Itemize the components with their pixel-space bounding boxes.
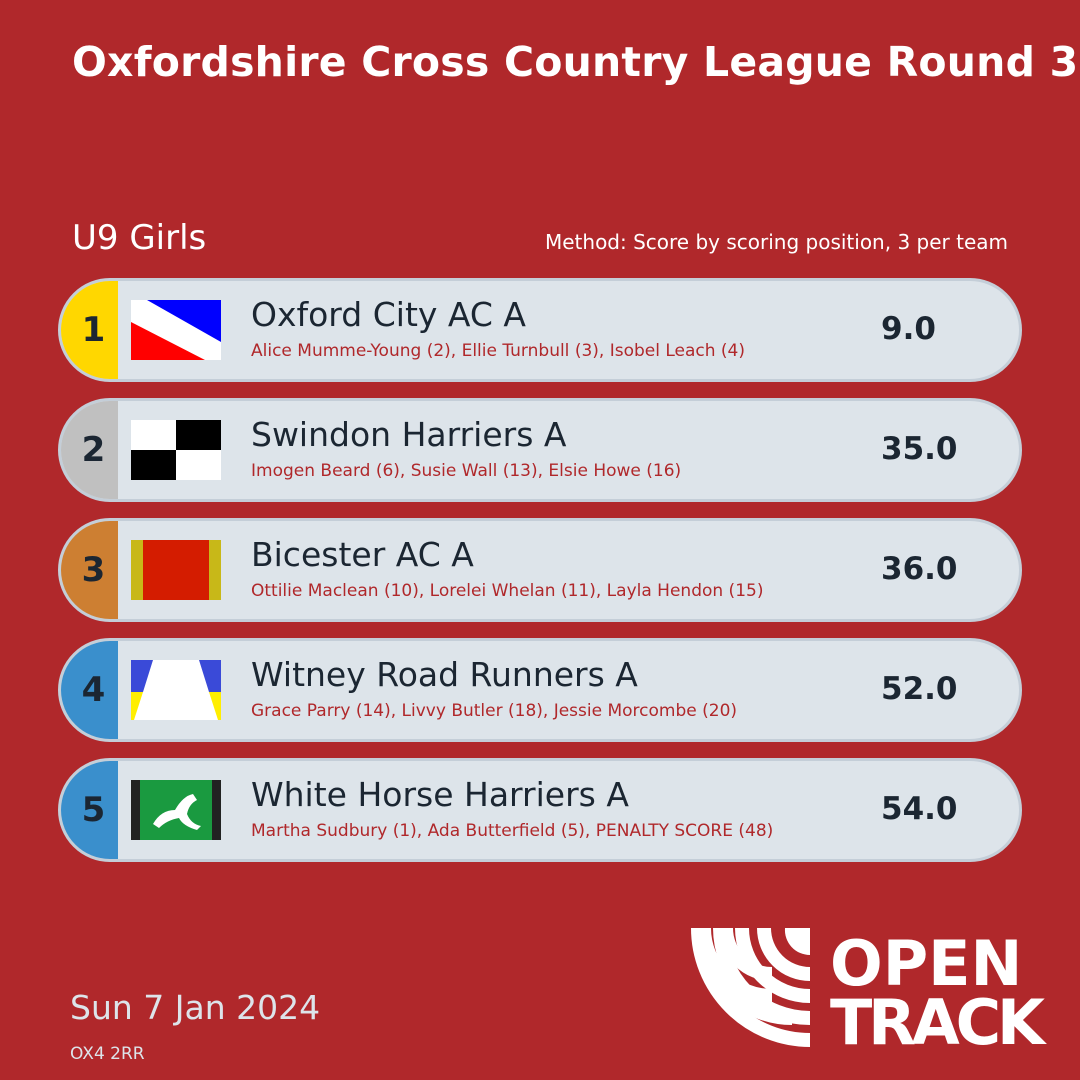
- scoring-method: Method: Score by scoring position, 3 per…: [544, 230, 1008, 254]
- position-badge: 3: [61, 521, 118, 619]
- team-name: Witney Road Runners A: [251, 655, 638, 694]
- position-badge: 1: [61, 281, 118, 379]
- team-score: 52.0: [881, 671, 958, 707]
- team-scorers: Imogen Beard (6), Susie Wall (13), Elsie…: [251, 461, 682, 481]
- team-name: Bicester AC A: [251, 535, 474, 574]
- witney-flag-icon: [131, 660, 221, 720]
- result-row: 5 White Horse Harriers A Martha Sudbury …: [58, 758, 1022, 862]
- category-label: U9 Girls: [72, 218, 207, 258]
- position-badge: 2: [61, 401, 118, 499]
- team-scorers: Martha Sudbury (1), Ada Butterfield (5),…: [251, 821, 774, 841]
- oxford-city-flag-icon: [131, 300, 221, 360]
- white-horse-flag-icon: [131, 780, 221, 840]
- result-row: 1 Oxford City AC A Alice Mumme-Young (2)…: [58, 278, 1022, 382]
- team-scorers: Grace Parry (14), Livvy Butler (18), Jes…: [251, 701, 738, 721]
- team-scorers: Alice Mumme-Young (2), Ellie Turnbull (3…: [251, 341, 746, 361]
- bicester-flag-icon: [131, 540, 221, 600]
- team-score: 35.0: [881, 431, 958, 467]
- position-badge: 4: [61, 641, 118, 739]
- team-scorers: Ottilie Maclean (10), Lorelei Whelan (11…: [251, 581, 764, 601]
- page-title: Oxfordshire Cross Country League Round 3: [72, 38, 1079, 86]
- logo-text-track: TRACK: [830, 986, 1047, 1050]
- event-date: Sun 7 Jan 2024: [70, 988, 321, 1027]
- position-badge: 5: [61, 761, 118, 859]
- opentrack-logo: OPEN TRACK: [691, 927, 1047, 1050]
- team-score: 54.0: [881, 791, 958, 827]
- swindon-flag-icon: [131, 420, 221, 480]
- team-name: White Horse Harriers A: [251, 775, 629, 814]
- result-row: 2 Swindon Harriers A Imogen Beard (6), S…: [58, 398, 1022, 502]
- team-score: 9.0: [881, 311, 936, 347]
- result-row: 3 Bicester AC A Ottilie Maclean (10), Lo…: [58, 518, 1022, 622]
- result-row: 4 Witney Road Runners A Grace Parry (14)…: [58, 638, 1022, 742]
- team-name: Swindon Harriers A: [251, 415, 567, 454]
- logo-text-open: OPEN: [830, 927, 1022, 1000]
- team-name: Oxford City AC A: [251, 295, 527, 334]
- postcode: OX4 2RR: [70, 1044, 145, 1064]
- team-score: 36.0: [881, 551, 958, 587]
